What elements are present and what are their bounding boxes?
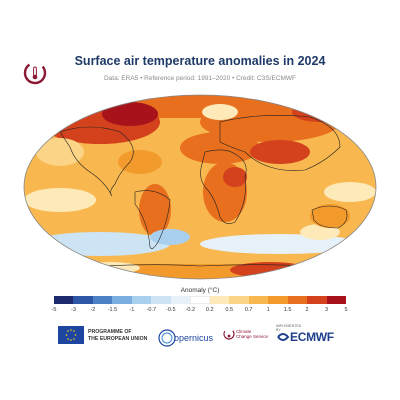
- colorbar-segment: [268, 296, 288, 304]
- colorbar-segment: [92, 296, 113, 304]
- footer-logos: PROGRAMME OF THE EUROPEAN UNION opernicu…: [0, 322, 400, 352]
- eu-flag-icon: [58, 326, 84, 344]
- ecmwf-implemented-by: IMPLEMENTED BY: [276, 324, 302, 332]
- ecmwf-text: ECMWF: [290, 330, 334, 344]
- c3s-logo-icon: [23, 61, 47, 85]
- colorbar-segment: [112, 296, 132, 304]
- colorbar-tick-label: 1.5: [283, 307, 292, 313]
- colorbar-segment: [326, 296, 347, 304]
- colorbar-tick-label: -2: [90, 307, 96, 313]
- svg-text:Climate: Climate: [236, 329, 252, 334]
- colorbar-segment: [287, 296, 308, 304]
- colorbar-tick-label: -0.7: [146, 307, 157, 313]
- colorbar-tick-label: -5: [51, 307, 57, 313]
- ecmwf-swirl-icon: [277, 333, 290, 341]
- colorbar-segment: [229, 296, 249, 304]
- colorbar-tick-label: 0.7: [244, 307, 253, 313]
- colorbar-segment: [190, 296, 210, 304]
- colorbar-segment: [54, 296, 74, 304]
- colorbar-segment: [248, 296, 269, 304]
- eu-programme-text: PROGRAMME OF THE EUROPEAN UNION: [88, 329, 148, 342]
- copernicus-logo: opernicus: [158, 326, 218, 355]
- map-subtitle: Data: ERA5 • Reference period: 1991–2020…: [103, 75, 297, 82]
- colorbar-tick-label: 5: [344, 307, 348, 313]
- colorbar-tick-label: -0.2: [185, 307, 196, 313]
- colorbar-segment: [73, 296, 93, 304]
- colorbar: [54, 296, 347, 304]
- legend-title: Anomaly (°C): [180, 287, 220, 294]
- colorbar-tick-label: 0.5: [225, 307, 234, 313]
- colorbar-segment: [170, 296, 191, 304]
- colorbar-segment: [151, 296, 171, 304]
- colorbar-tick-label: -1.5: [107, 307, 118, 313]
- colorbar-tick-label: -1: [129, 307, 135, 313]
- colorbar-segment: [131, 296, 152, 304]
- world-anomaly-map: [20, 92, 380, 282]
- colorbar-tick-label: -0.5: [166, 307, 176, 313]
- colorbar-ticks: -5 -3 -2 -1.5 -1 -0.7 -0.5 -0.2 0.2 0.5 0.7 1 1.5 2 3 5: [51, 307, 348, 316]
- colorbar-segment: [209, 296, 230, 304]
- c3s-service-logo: Climate Change Service: [222, 326, 272, 353]
- copernicus-text: opernicus: [174, 333, 214, 343]
- map-title: Surface air temperature anomalies in 202…: [74, 54, 326, 68]
- svg-text:Change Service: Change Service: [236, 334, 269, 339]
- colorbar-segment: [307, 296, 327, 304]
- colorbar-tick-label: 2: [305, 307, 309, 313]
- colorbar-tick-label: 3: [325, 307, 329, 313]
- colorbar-tick-label: 0.2: [205, 307, 214, 313]
- colorbar-tick-label: 1: [266, 307, 270, 313]
- colorbar-tick-label: -3: [71, 307, 76, 313]
